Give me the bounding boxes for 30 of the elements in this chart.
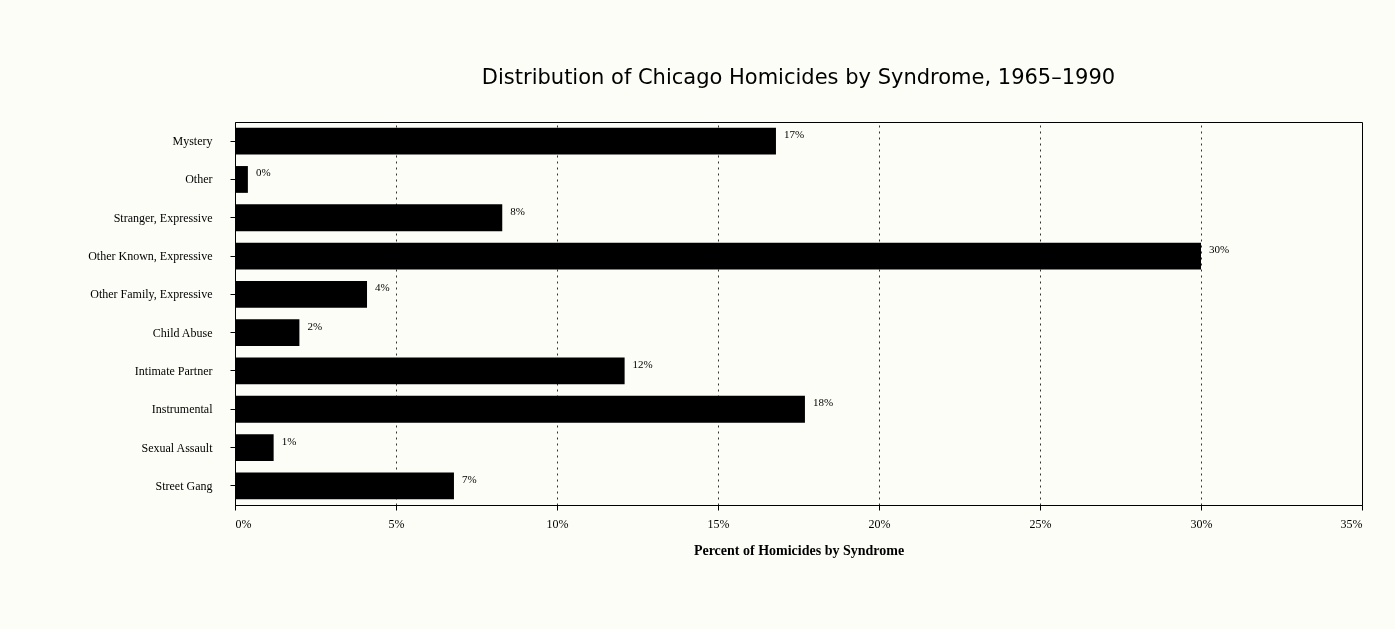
- y-tick-label: Other Known, Expressive: [88, 249, 213, 264]
- x-tick-label: 20%: [868, 516, 891, 531]
- data-label: 1%: [281, 434, 297, 447]
- data-label: 18%: [812, 396, 834, 409]
- x-tick-label: 25%: [1029, 516, 1052, 531]
- data-label: 17%: [783, 128, 805, 141]
- y-tick-label: Child Abuse: [152, 325, 213, 340]
- y-tick-label: Other: [185, 172, 213, 187]
- x-tick-label: 0%: [235, 516, 252, 531]
- x-tick-label: 10%: [546, 516, 569, 531]
- x-axis-title: Percent of Homicides by Syndrome: [693, 542, 905, 558]
- x-tick-label: 35%: [1340, 516, 1363, 531]
- y-tick-label: Mystery: [172, 134, 213, 149]
- x-tick-label: 5%: [388, 516, 405, 531]
- x-tick-label: 30%: [1190, 516, 1213, 531]
- y-tick-label: Sexual Assault: [141, 440, 214, 455]
- chart-title: Distribution of Chicago Homicides by Syndrome, 1965–1990: [481, 65, 1116, 89]
- y-tick-label: Street Gang: [155, 478, 213, 493]
- y-tick-label: Intimate Partner: [134, 363, 213, 378]
- data-label: 2%: [307, 319, 323, 332]
- data-label: 30%: [1209, 243, 1230, 256]
- y-tick-label: Other Family, Expressive: [90, 287, 213, 302]
- data-label: 8%: [510, 204, 525, 217]
- x-tick-label: 15%: [707, 516, 730, 531]
- y-tick-label: Instrumental: [151, 402, 214, 417]
- data-label: 12%: [632, 357, 653, 370]
- data-label: 0%: [255, 166, 271, 179]
- data-label: 4%: [375, 281, 390, 294]
- y-tick-label: Stranger, Expressive: [113, 210, 213, 225]
- data-label: 7%: [461, 472, 477, 485]
